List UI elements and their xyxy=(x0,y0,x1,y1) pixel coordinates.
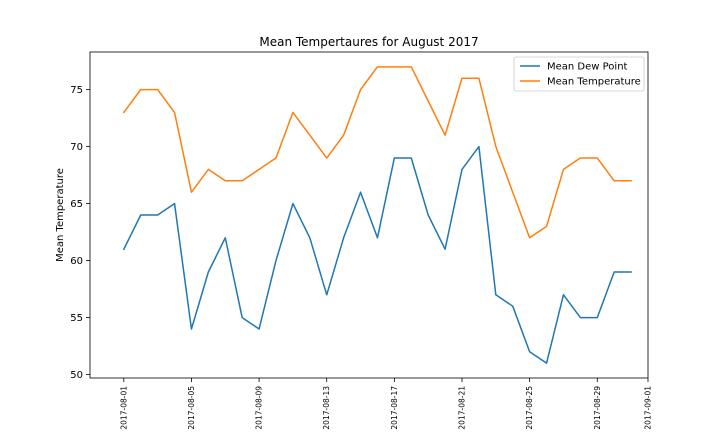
legend: Mean Dew Point Mean Temperature xyxy=(513,56,645,92)
legend-label-mean-temperature: Mean Temperature xyxy=(547,77,641,88)
series-line-mean-dew-point xyxy=(122,145,632,364)
x-tick-label: 2017-08-05 xyxy=(187,386,196,430)
series-layer xyxy=(122,66,632,364)
x-tick-label: 2017-08-01 xyxy=(119,386,128,430)
y-tick-label: 60 xyxy=(70,256,83,267)
chart-title: Mean Tempertaures for August 2017 xyxy=(259,35,478,49)
x-tick-label: 2017-08-17 xyxy=(390,386,399,430)
y-tick-label: 75 xyxy=(70,85,83,96)
x-tick-label: 2017-08-25 xyxy=(525,386,534,430)
y-tick-label: 70 xyxy=(70,142,83,153)
x-tick-label: 2017-08-29 xyxy=(593,386,602,430)
x-tick-label: 2017-08-13 xyxy=(322,386,331,430)
plot-area-frame xyxy=(89,51,649,379)
y-axis: 50 55 60 65 70 75 xyxy=(70,85,90,381)
x-tick-label: 2017-08-21 xyxy=(458,386,467,430)
y-tick-label: 55 xyxy=(70,313,83,324)
y-tick-label: 50 xyxy=(70,370,83,381)
x-tick-label: 2017-09-01 xyxy=(644,386,653,430)
x-axis: 2017-08-01 2017-08-05 2017-08-09 2017-08-13… xyxy=(119,378,653,430)
y-tick-label: 65 xyxy=(70,199,83,210)
x-tick-label: 2017-08-09 xyxy=(255,386,264,430)
series-line-mean-temperature xyxy=(122,66,632,239)
legend-label-mean-dew-point: Mean Dew Point xyxy=(547,62,628,73)
legend-box xyxy=(513,56,645,92)
y-axis-label: Mean Temperature xyxy=(55,168,66,262)
